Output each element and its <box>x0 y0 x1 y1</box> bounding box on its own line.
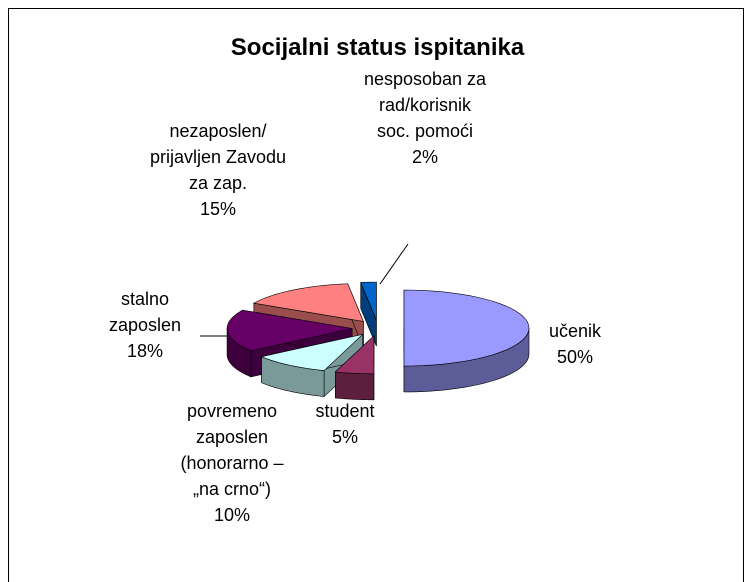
data-label: povremeno zaposlen (honorarno – „na crno… <box>175 398 290 528</box>
category-label: povremeno zaposlen (honorarno – „na crno… <box>180 401 284 499</box>
category-label: nesposoban za rad/korisnik soc. pomoći <box>363 69 487 141</box>
slice <box>403 289 530 367</box>
value-label: 18% <box>126 341 164 361</box>
slice <box>360 281 377 321</box>
category-label: student <box>315 401 375 421</box>
chart-frame <box>8 8 744 582</box>
slice <box>260 333 364 371</box>
value-label: 10% <box>213 505 251 525</box>
data-label: učenik 50% <box>525 318 625 370</box>
data-label: nesposoban za rad/korisnik soc. pomoći 2% <box>360 66 490 170</box>
value-label: 2% <box>411 147 438 167</box>
chart-title: Socijalni status ispitanika <box>230 34 525 61</box>
value-label: 15% <box>199 199 237 219</box>
slice <box>226 309 353 352</box>
leader-line <box>379 243 409 285</box>
category-label: nezaposlen/ prijavljen Zavodu za zap. <box>149 121 287 193</box>
data-label: student 5% <box>295 398 395 450</box>
value-label: 50% <box>556 347 594 367</box>
slice-side <box>335 371 375 401</box>
data-label: nezaposlen/ prijavljen Zavodu za zap. 15% <box>148 118 288 222</box>
slice <box>334 335 375 375</box>
value-label: 5% <box>331 427 358 447</box>
slice <box>252 283 364 322</box>
category-label: učenik <box>548 321 602 341</box>
data-label: stalno zaposlen 18% <box>95 286 195 364</box>
category-label: stalno zaposlen <box>108 289 182 335</box>
